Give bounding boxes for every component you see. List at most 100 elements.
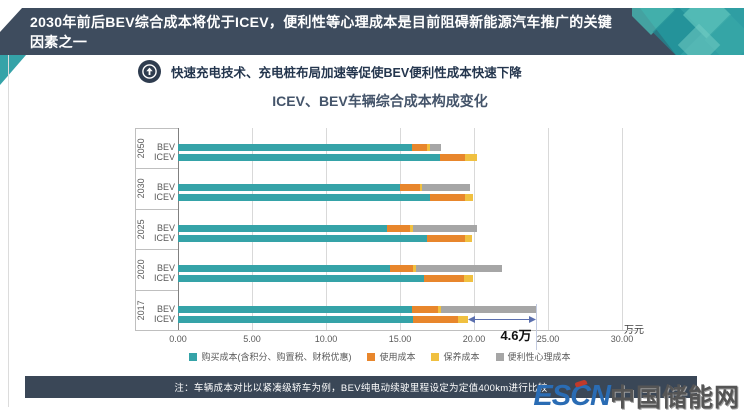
legend-swatch-icon (495, 352, 504, 361)
bar-segment (178, 194, 430, 202)
bar-segment (178, 154, 440, 161)
group-separator (135, 330, 178, 331)
row-label: BEV (156, 263, 175, 274)
bar-row-2025-ICEV (178, 234, 473, 242)
bar-segment (426, 144, 430, 151)
bar-segment (410, 224, 414, 232)
x-tick-label: 20.00 (462, 334, 486, 344)
bar-segment (386, 224, 411, 232)
gridline (548, 128, 549, 330)
group-separator (135, 249, 178, 251)
bar-row-2020-ICEV (178, 275, 473, 283)
legend-label: 购买成本(含积分、购置税、财税优惠) (201, 352, 352, 362)
row-label: BEV (156, 303, 175, 314)
row-label: ICEV (153, 273, 175, 284)
bar-segment (426, 234, 466, 242)
bar-segment (178, 275, 424, 283)
bar-segment (465, 234, 473, 242)
bar-row-2017-BEV (178, 305, 537, 313)
year-label: 2025 (136, 218, 146, 240)
bar-segment (178, 144, 412, 151)
row-label: ICEV (153, 152, 175, 162)
bar-segment (178, 234, 427, 242)
legend-label: 使用成本 (379, 352, 416, 362)
legend-item: 购买成本(含积分、购置税、财税优惠) (189, 350, 351, 363)
group-separator (135, 168, 178, 170)
header-mosaic-decoration (632, 8, 744, 55)
bar-segment (463, 275, 473, 283)
year-label: 2017 (136, 299, 146, 320)
x-tick-label: 0.00 (169, 334, 187, 344)
slide-header-band: 2030年前后BEV综合成本将优于ICEV，便利性等心理成本是目前阻碍新能源汽车… (0, 8, 744, 55)
bar-segment (457, 315, 469, 323)
bar-segment (419, 184, 423, 192)
bar-row-2030-ICEV (178, 194, 473, 202)
key-point-callout: 快速充电技术、充电桩布局加速等促使BEV便利性成本快速下降 (138, 60, 522, 83)
bar-segment (423, 275, 464, 283)
slide-title: 2030年前后BEV综合成本将优于ICEV，便利性等心理成本是目前阻碍新能源汽车… (30, 13, 613, 50)
footnote-bar: 注：车辆成本对比以紧凑级轿车为例，BEV纯电动续驶里程设定为定值400km进行比… (25, 376, 697, 398)
difference-arrow-icon (468, 315, 536, 323)
gridline (622, 128, 623, 330)
bar-row-2017-ICEV (178, 315, 469, 323)
chart-legend: 购买成本(含积分、购置税、财税优惠) 使用成本 保养成本 便利性心理成本 (135, 350, 625, 363)
x-tick-label: 30.00 (610, 334, 634, 344)
legend-item: 使用成本 (367, 350, 415, 363)
teal-corner-accent (0, 55, 26, 85)
bar-row-2050-BEV (178, 144, 442, 151)
row-label: BEV (156, 182, 175, 193)
bar-row-2020-BEV (178, 265, 503, 273)
row-label: ICEV (153, 192, 175, 203)
bar-segment (465, 194, 473, 202)
bar-segment (429, 194, 466, 202)
legend-item: 便利性心理成本 (495, 350, 571, 363)
x-axis-line (135, 330, 637, 331)
bar-segment (178, 305, 412, 313)
legend-label: 便利性心理成本 (507, 352, 571, 362)
chart-title: ICEV、BEV车辆综合成本构成变化 (272, 93, 488, 109)
bar-segment (178, 315, 414, 323)
x-tick-label: 25.00 (536, 334, 560, 344)
bar-segment (413, 315, 458, 323)
legend-item: 保养成本 (431, 350, 480, 363)
legend-swatch-icon (189, 352, 198, 361)
logo-text-en: ESCN (533, 378, 611, 412)
bar-segment (411, 305, 439, 313)
year-label: 2030 (136, 178, 146, 199)
bar-segment (413, 224, 477, 232)
bar-segment (389, 265, 414, 273)
year-label: 2020 (136, 259, 146, 280)
row-label: BEV (156, 142, 175, 152)
annotation-label: 4.6万 (500, 327, 532, 343)
bar-segment (441, 305, 537, 313)
bar-row-2050-ICEV (178, 154, 477, 161)
category-axis-line (135, 128, 136, 330)
footnote-text: 注：车辆成本对比以紧凑级轿车为例，BEV纯电动续驶里程设定为定值400km进行比… (174, 383, 548, 394)
x-tick-label: 15.00 (388, 334, 412, 344)
bar-segment (439, 154, 466, 161)
x-tick-label: 10.00 (314, 334, 338, 344)
bar-segment (178, 224, 387, 232)
annotation-guide-line (536, 303, 537, 350)
bar-segment (465, 154, 477, 161)
legend-swatch-icon (367, 352, 376, 361)
logo-text-cn: 中国储能网 (609, 384, 740, 412)
bar-row-2030-BEV (178, 184, 470, 192)
x-tick-label: 5.00 (243, 334, 261, 344)
bar-segment (422, 184, 470, 192)
callout-text: 快速充电技术、充电桩布局加速等促使BEV便利性成本快速下降 (171, 66, 522, 80)
bar-segment (438, 305, 442, 313)
cost-composition-chart: 万元 0.005.0010.0015.0020.0025.0030.002050… (135, 118, 735, 380)
circle-arrow-up-icon (138, 60, 161, 83)
group-separator (135, 289, 178, 291)
bar-segment (429, 144, 442, 151)
group-separator (135, 128, 178, 129)
bar-segment (411, 144, 427, 151)
row-label: ICEV (153, 232, 175, 243)
left-edge-line (8, 55, 9, 407)
bar-row-2025-BEV (178, 224, 477, 232)
year-label: 2050 (136, 138, 146, 159)
legend-swatch-icon (431, 352, 440, 361)
bar-segment (178, 265, 390, 273)
row-label: BEV (156, 222, 175, 233)
